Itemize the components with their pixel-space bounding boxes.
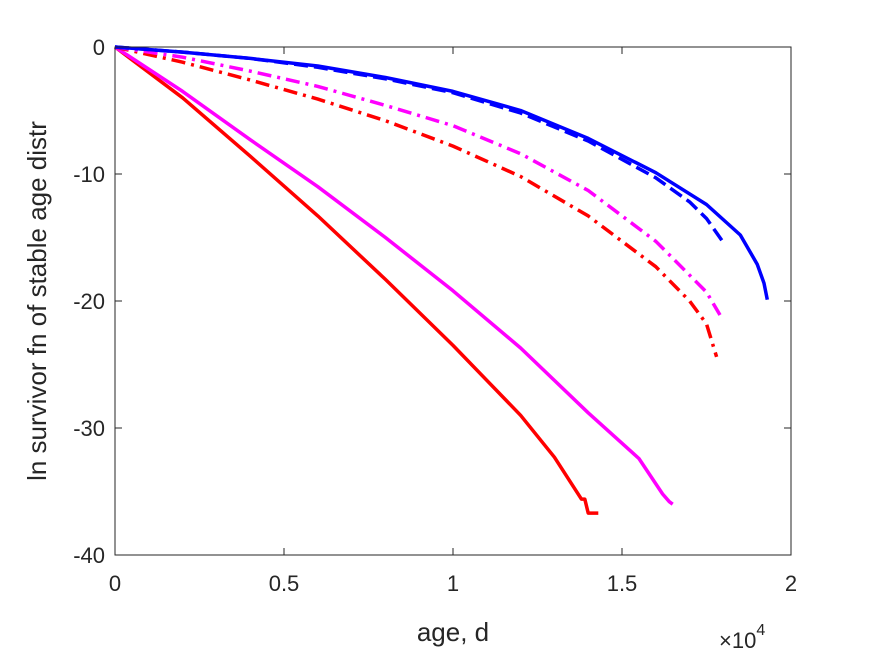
plot-area [115, 47, 791, 555]
y-tick-label: -10 [73, 162, 105, 187]
series-line-1 [113, 45, 599, 515]
y-tick-label: -30 [73, 416, 105, 441]
y-tick-label: 0 [93, 35, 105, 60]
series-line-2 [114, 45, 674, 506]
tick-layer: 0 0.5 1 1.5 2 0 -10 -20 -30 -40 [73, 35, 797, 596]
y-axis-label: ln survivor fn of stable age distr [22, 121, 52, 481]
series-line-6 [114, 45, 770, 301]
x-tick-label: 0 [109, 571, 121, 596]
x-tick-label: 0.5 [269, 571, 300, 596]
series-layer [113, 45, 770, 515]
x-multiplier-base: ×10 [719, 628, 756, 653]
x-tick-label: 1 [447, 571, 459, 596]
x-axis-multiplier: ×104 [719, 622, 765, 653]
x-multiplier-exponent: 4 [756, 622, 765, 639]
series-line-3 [114, 45, 719, 358]
y-tick-label: -40 [73, 543, 105, 568]
y-tick-label: -20 [73, 289, 105, 314]
x-tick-label: 1.5 [607, 571, 638, 596]
x-axis-label: age, d [417, 617, 489, 647]
x-tick-label: 2 [785, 571, 797, 596]
